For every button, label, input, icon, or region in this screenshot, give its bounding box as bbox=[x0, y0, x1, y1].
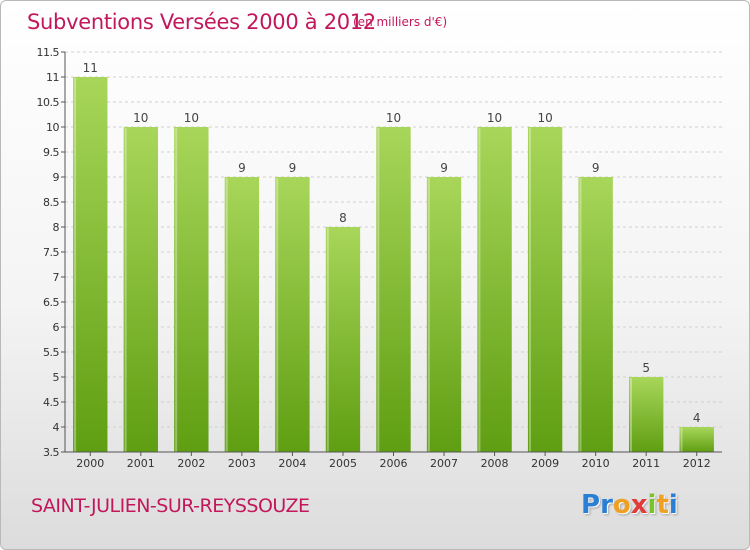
y-tick-label: 7 bbox=[53, 271, 60, 284]
y-tick-label: 9.5 bbox=[43, 146, 59, 159]
y-tick-label: 8.5 bbox=[43, 196, 59, 209]
bar bbox=[174, 127, 209, 452]
bar bbox=[527, 127, 563, 452]
y-tick-label: 6.5 bbox=[43, 296, 59, 309]
logo-letter: P bbox=[581, 490, 601, 520]
bar bbox=[73, 77, 108, 452]
x-tick-label: 2001 bbox=[127, 457, 155, 470]
y-tick-label: 3.5 bbox=[43, 446, 59, 459]
chart-subtitle: (en milliers d'€) bbox=[353, 15, 448, 29]
data-label: 9 bbox=[592, 161, 600, 175]
axes bbox=[61, 51, 722, 456]
bar-highlight bbox=[225, 178, 228, 452]
y-tick-label: 8 bbox=[53, 221, 60, 234]
data-label: 10 bbox=[537, 111, 552, 125]
x-tick-label: 2002 bbox=[177, 457, 205, 470]
x-tick-label: 2000 bbox=[76, 457, 104, 470]
bar-highlight bbox=[124, 128, 127, 452]
logo-letter: i bbox=[668, 490, 678, 520]
bar-highlight bbox=[276, 178, 279, 452]
y-tick-label: 4 bbox=[53, 421, 60, 434]
bar-highlight bbox=[579, 178, 582, 452]
logo-letter: i bbox=[647, 490, 657, 520]
labels: 3.5 4 4.5 5 5.5 6 6.5 7 7.5 8 8.5 9 9.5 10 10.5 11 11.5 1… bbox=[37, 46, 711, 470]
y-tick-label: 10 bbox=[46, 121, 59, 134]
bar-highlight bbox=[630, 378, 633, 452]
bar-highlight bbox=[377, 128, 380, 452]
bar bbox=[426, 177, 462, 452]
y-tick-label: 7.5 bbox=[43, 246, 59, 259]
x-tick-label: 2004 bbox=[278, 457, 306, 470]
x-tick-label: 2007 bbox=[430, 457, 458, 470]
bar bbox=[123, 127, 158, 452]
data-label: 8 bbox=[339, 211, 347, 225]
y-tick-label: 10.5 bbox=[37, 96, 60, 109]
bar bbox=[224, 177, 260, 452]
x-tick-label: 2003 bbox=[228, 457, 256, 470]
x-tick-label: 2005 bbox=[329, 457, 357, 470]
data-label: 9 bbox=[440, 161, 448, 175]
x-tick-label: 2009 bbox=[531, 457, 559, 470]
bar-highlight bbox=[326, 228, 329, 452]
bar bbox=[376, 127, 411, 452]
bar-highlight bbox=[427, 178, 430, 452]
y-tick-label: 5 bbox=[53, 371, 60, 384]
data-label: 10 bbox=[487, 111, 502, 125]
logo-letter: t bbox=[656, 490, 669, 520]
data-label: 9 bbox=[238, 161, 246, 175]
x-tick-label: 2010 bbox=[582, 457, 610, 470]
data-label: 4 bbox=[693, 411, 701, 425]
bar bbox=[325, 227, 361, 452]
bar bbox=[629, 377, 664, 452]
bar-highlight bbox=[175, 128, 178, 452]
proxiti-logo: Proxiti bbox=[581, 490, 678, 520]
bar-highlight bbox=[680, 428, 683, 452]
data-label: 9 bbox=[289, 161, 297, 175]
data-label: 5 bbox=[642, 361, 650, 375]
logo-letter: r bbox=[600, 490, 613, 520]
y-tick-label: 11.5 bbox=[37, 46, 60, 59]
chart-title: Subventions Versées 2000 à 2012 bbox=[27, 10, 376, 34]
y-tick-label: 6 bbox=[53, 321, 60, 334]
logo-letter: x bbox=[630, 490, 648, 520]
bar-highlight bbox=[528, 128, 531, 452]
x-tick-label: 2011 bbox=[632, 457, 660, 470]
bar bbox=[477, 127, 512, 452]
commune-name: SAINT-JULIEN-SUR-REYSSOUZE bbox=[31, 495, 310, 517]
data-label: 10 bbox=[386, 111, 401, 125]
y-tick-label: 5.5 bbox=[43, 346, 59, 359]
y-tick-label: 11 bbox=[46, 71, 59, 84]
data-label: 11 bbox=[83, 61, 98, 75]
bar-highlight bbox=[74, 78, 77, 452]
logo-letter: o bbox=[612, 490, 631, 520]
bar bbox=[679, 427, 714, 452]
x-tick-label: 2012 bbox=[683, 457, 711, 470]
bars bbox=[73, 77, 714, 452]
y-tick-label: 9 bbox=[53, 171, 60, 184]
bar bbox=[275, 177, 310, 452]
data-label: 10 bbox=[184, 111, 199, 125]
x-tick-label: 2008 bbox=[481, 457, 509, 470]
bar bbox=[578, 177, 613, 452]
x-tick-label: 2006 bbox=[380, 457, 408, 470]
bar-highlight bbox=[478, 128, 481, 452]
data-label: 10 bbox=[133, 111, 148, 125]
y-tick-label: 4.5 bbox=[43, 396, 59, 409]
